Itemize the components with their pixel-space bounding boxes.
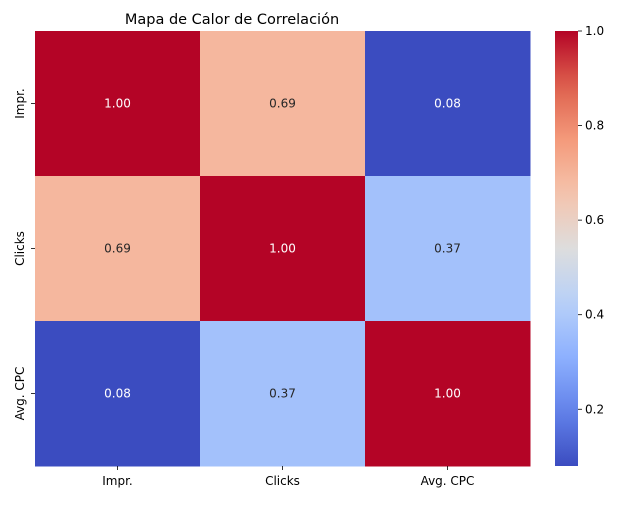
heatmap-cell <box>35 321 201 467</box>
heatmap-cells: 1.00 0.69 0.08 0.69 1.00 0.37 0.08 0.37 1.00 <box>35 31 531 467</box>
cell-value-label: 0.08 <box>434 97 461 111</box>
y-tick-label: Clicks <box>13 231 27 266</box>
heatmap-cell <box>365 31 531 177</box>
chart-title: Mapa de Calor de Correlación <box>125 12 339 28</box>
heatmap-cell <box>365 176 531 322</box>
cell-value-label: 0.08 <box>104 387 131 401</box>
heatmap-cell <box>365 321 531 467</box>
cell-value-label: 1.00 <box>104 97 131 111</box>
cell-value-label: 0.69 <box>104 242 131 256</box>
x-tick-label: Avg. CPC <box>421 474 475 488</box>
colorbar-gradient <box>555 31 578 466</box>
colorbar-tick-label: 0.8 <box>585 119 604 133</box>
colorbar-tick-label: 0.2 <box>585 402 604 416</box>
colorbar: 0.2 0.4 0.6 0.8 1.0 <box>555 24 604 466</box>
cell-value-label: 0.69 <box>269 97 296 111</box>
heatmap-cell <box>35 31 201 177</box>
colorbar-tick-label: 0.4 <box>585 308 604 322</box>
y-axis: Impr. Clicks Avg. CPC <box>13 88 35 420</box>
heatmap-cell <box>200 31 366 177</box>
colorbar-tick-label: 0.6 <box>585 213 604 227</box>
y-tick-label: Avg. CPC <box>13 367 27 421</box>
cell-value-label: 0.37 <box>269 387 296 401</box>
x-axis: Impr. Clicks Avg. CPC <box>102 466 474 488</box>
y-tick-label: Impr. <box>13 88 27 119</box>
cell-value-label: 1.00 <box>269 242 296 256</box>
colorbar-tick-label: 1.0 <box>585 24 604 38</box>
cell-value-label: 1.00 <box>434 387 461 401</box>
heatmap-cell <box>200 176 366 322</box>
heatmap-cell <box>200 321 366 467</box>
x-tick-label: Clicks <box>265 474 300 488</box>
x-tick-label: Impr. <box>102 474 133 488</box>
cell-value-label: 0.37 <box>434 242 461 256</box>
heatmap-cell <box>35 176 201 322</box>
